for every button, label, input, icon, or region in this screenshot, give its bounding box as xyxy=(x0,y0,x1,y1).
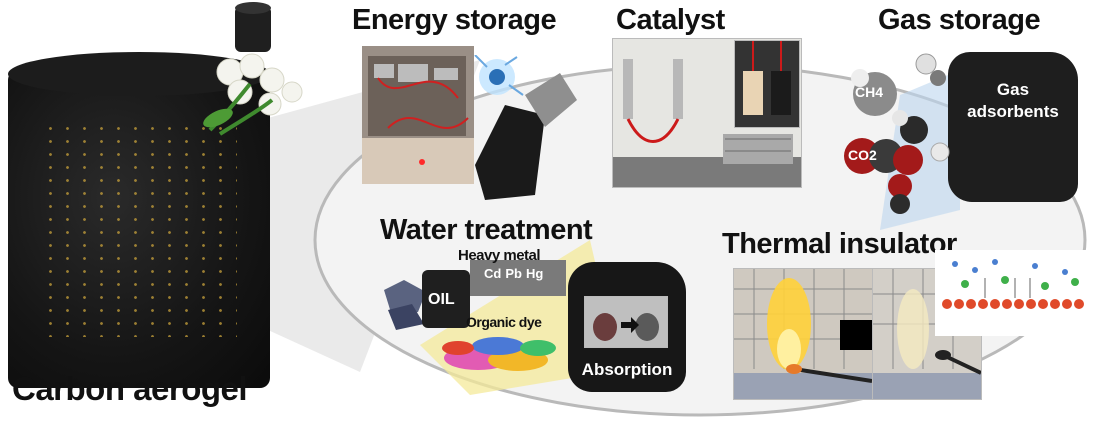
oil-label: OIL xyxy=(428,291,455,308)
heavy-metal-label: Heavy metal xyxy=(458,247,541,264)
element-cd: Cd xyxy=(484,266,502,281)
thermal-mechanism-diagram xyxy=(935,250,1087,336)
water-treatment-pollutants-image xyxy=(384,260,566,371)
element-hg: Hg xyxy=(525,266,544,281)
catalyst-electrode-inset xyxy=(734,40,800,128)
gas-molecules xyxy=(844,53,950,214)
thermal-insulator-label: Thermal insulator xyxy=(722,228,957,260)
gas-storage-label: Gas storage xyxy=(878,4,1041,36)
absorption-photo xyxy=(584,296,668,348)
carbon-aerogel-label: Carbon aerogel xyxy=(12,370,248,407)
gas-adsorbents-line1: Gas xyxy=(996,80,1030,99)
aerogel-pore-texture xyxy=(42,122,237,337)
catalyst-label: Catalyst xyxy=(616,4,725,36)
energy-storage-label: Energy storage xyxy=(352,4,557,36)
co2-molecule-label: CO2 xyxy=(848,147,877,163)
absorption-label: Absorption xyxy=(581,360,673,379)
gas-adsorbent-block xyxy=(948,52,1078,202)
heavy-metal-elements: Cd Pb Hg xyxy=(484,266,543,281)
aerogel-on-flower-image xyxy=(203,2,303,136)
water-treatment-label: Water treatment xyxy=(380,214,593,246)
supercapacitor-electrode-image xyxy=(474,55,577,200)
ch4-molecule-label: CH4 xyxy=(855,84,884,100)
gas-adsorbents-line2: adsorbents xyxy=(967,102,1059,121)
energy-storage-circuit-image xyxy=(362,46,474,184)
organic-dye-label: Organic dye xyxy=(466,314,542,330)
element-pb: Pb xyxy=(505,266,522,281)
